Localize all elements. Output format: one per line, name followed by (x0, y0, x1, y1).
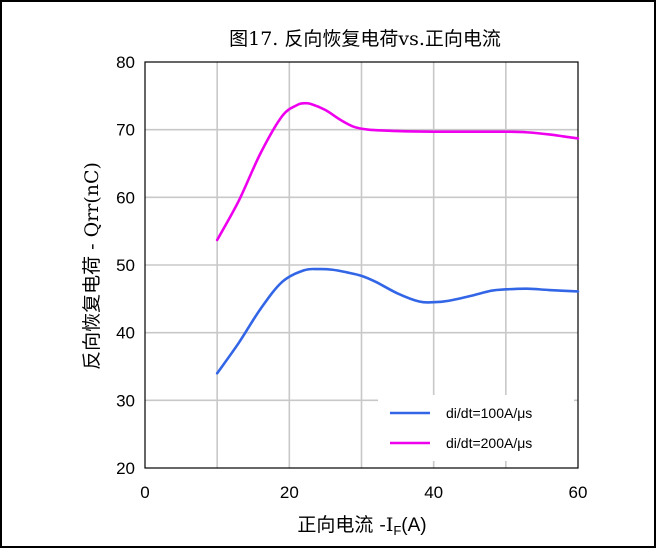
y-tick-label: 30 (116, 391, 135, 410)
tick-labels: 20 30 40 50 60 70 80 0 20 40 60 (116, 53, 587, 502)
series-group (215, 101, 580, 375)
x-tick-label: 60 (569, 483, 588, 502)
series-line-1 (215, 267, 580, 375)
x-axis-title-unit: (A) (401, 515, 426, 536)
x-tick-label: 0 (140, 483, 149, 502)
x-tick-label: 20 (280, 483, 299, 502)
series-line-2 (215, 101, 580, 242)
x-axis-title: 正向电流 -IF(A) (297, 514, 426, 538)
x-axis-title-main: 正向电流 -I (297, 514, 393, 536)
y-tick-label: 50 (116, 256, 135, 275)
legend-label-2: di/dt=200A/μs (446, 435, 532, 451)
plot-area-border (144, 61, 579, 469)
y-axis-title: 反向恢复电荷 - Qrr(nC) (81, 162, 103, 370)
y-tick-label: 70 (116, 121, 135, 140)
x-axis-title-subscript: F (393, 523, 401, 538)
y-tick-label: 40 (116, 324, 135, 343)
legend-box (378, 395, 574, 461)
legend-label-1: di/dt=100A/μs (446, 405, 532, 421)
y-tick-label: 20 (116, 459, 135, 478)
chart-title: 图17. 反向恢复电荷vs.正向电流 (229, 28, 501, 50)
y-tick-label: 80 (116, 53, 135, 72)
x-tick-label: 40 (424, 483, 443, 502)
legend: di/dt=100A/μs di/dt=200A/μs (378, 395, 574, 461)
y-tick-label: 60 (116, 188, 135, 207)
